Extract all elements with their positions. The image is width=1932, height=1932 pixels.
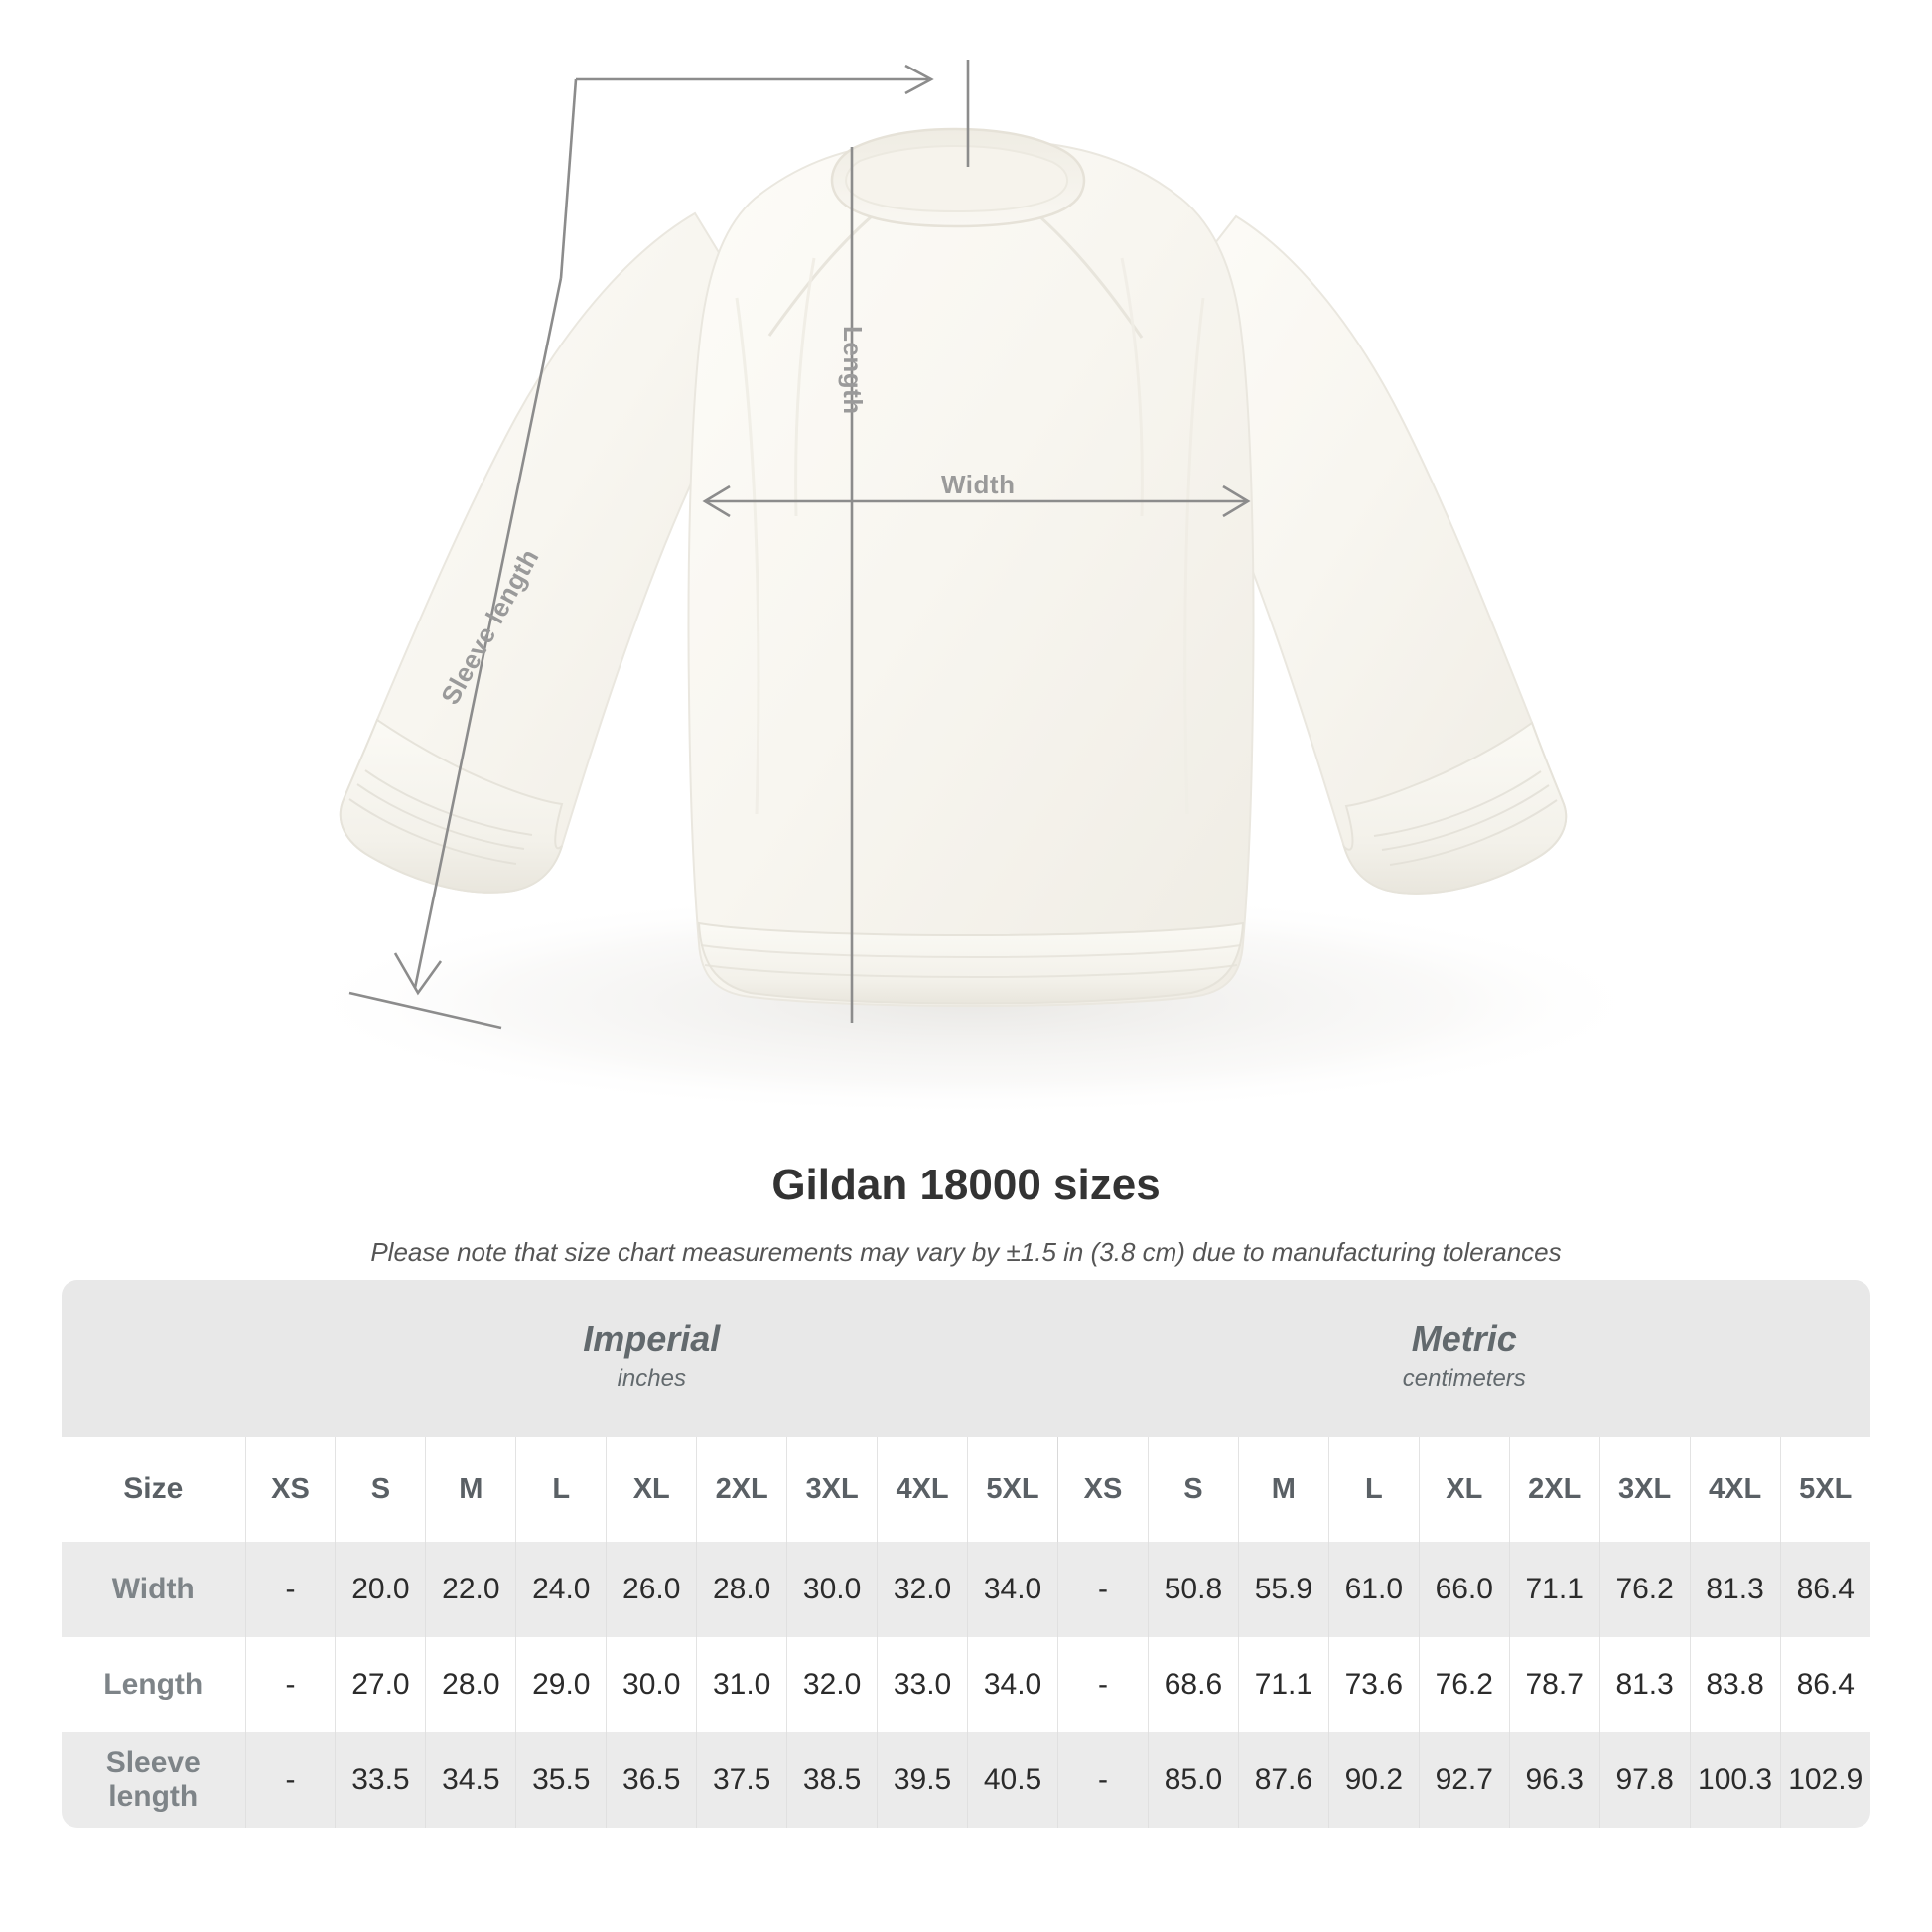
measurement-cell: 39.5 <box>877 1732 968 1828</box>
measurement-cell: 76.2 <box>1418 1637 1510 1732</box>
size-header-cell: 2XL <box>1508 1437 1600 1542</box>
measurement-cell: 40.5 <box>966 1732 1058 1828</box>
unit-group-subtitle: inches <box>617 1364 686 1392</box>
title-block: Gildan 18000 sizes Please note that size… <box>0 1132 1932 1268</box>
measurement-cell: 35.5 <box>515 1732 607 1828</box>
size-column-header: Size <box>62 1437 245 1542</box>
measurement-cell: 87.6 <box>1237 1732 1329 1828</box>
size-header-cell: XS <box>244 1437 336 1542</box>
measurement-cell: - <box>244 1732 336 1828</box>
measurement-cell: 30.0 <box>786 1542 878 1637</box>
size-header-cell: L <box>515 1437 607 1542</box>
measurement-cell: 55.9 <box>1237 1542 1329 1637</box>
measurement-cell: - <box>244 1542 336 1637</box>
measurement-cell: - <box>1057 1637 1149 1732</box>
measurement-cell: 34.5 <box>425 1732 516 1828</box>
measurement-cell: 83.8 <box>1689 1637 1781 1732</box>
size-header-cell: 3XL <box>1598 1437 1691 1542</box>
size-header-cell: XL <box>606 1437 697 1542</box>
unit-banner-row: Imperial inches Metric centimeters <box>62 1280 1870 1437</box>
unit-group-name: Imperial <box>583 1318 721 1360</box>
size-header-cell: M <box>425 1437 516 1542</box>
size-header-cell: L <box>1327 1437 1420 1542</box>
measurement-cell: 20.0 <box>335 1542 426 1637</box>
unit-banner-spacer <box>62 1280 245 1437</box>
row-label: Sleeve length <box>62 1732 245 1828</box>
size-header-cell: XS <box>1057 1437 1149 1542</box>
measurement-cell: 97.8 <box>1598 1732 1691 1828</box>
measurement-cell: 61.0 <box>1327 1542 1420 1637</box>
size-header-row: Size XS S M L XL 2XL 3XL 4XL 5XL XS S M L XL 2XL 3XL 4XL 5… <box>62 1437 1870 1542</box>
measurement-cell: 92.7 <box>1418 1732 1510 1828</box>
size-header-cell: 4XL <box>1689 1437 1781 1542</box>
garment-photo-area: Width Length Sleeve length <box>288 60 1658 1117</box>
measurement-cell: 30.0 <box>606 1637 697 1732</box>
measurement-cell: 36.5 <box>606 1732 697 1828</box>
measurement-cell: 34.0 <box>966 1637 1058 1732</box>
measurement-cell: - <box>1057 1732 1149 1828</box>
measurement-cell: 68.6 <box>1147 1637 1239 1732</box>
table-row: Length -27.0 28.0 29.0 30.0 31.0 32.0 33.0 34.0-… <box>62 1637 1870 1732</box>
measurement-cell: 33.5 <box>335 1732 426 1828</box>
measurement-cell: 76.2 <box>1598 1542 1691 1637</box>
unit-group-metric: Metric centimeters <box>1057 1280 1870 1437</box>
size-chart-table: Imperial inches Metric centimeters Size XS S M L… <box>62 1280 1870 1828</box>
length-annotation-label: Length <box>838 326 868 415</box>
measurement-cell: 24.0 <box>515 1542 607 1637</box>
tolerance-note: Please note that size chart measurements… <box>370 1237 1562 1268</box>
measurement-cell: 96.3 <box>1508 1732 1600 1828</box>
table-row: Sleeve length -33.5 34.5 35.5 36.5 37.5 38.5 39… <box>62 1732 1870 1828</box>
measurement-cell: 27.0 <box>335 1637 426 1732</box>
measurement-cell: 22.0 <box>425 1542 516 1637</box>
size-header-cell: 4XL <box>877 1437 968 1542</box>
measurement-cell: 71.1 <box>1508 1542 1600 1637</box>
measurement-cell: 38.5 <box>786 1732 878 1828</box>
size-header-cell: 5XL <box>966 1437 1058 1542</box>
measurement-cell: 90.2 <box>1327 1732 1420 1828</box>
unit-group-subtitle: centimeters <box>1402 1364 1526 1392</box>
measurement-cell: 78.7 <box>1508 1637 1600 1732</box>
size-header-cell: 5XL <box>1779 1437 1870 1542</box>
measurement-cell: 26.0 <box>606 1542 697 1637</box>
size-header-cell: S <box>1147 1437 1239 1542</box>
measurement-cell: 86.4 <box>1779 1542 1870 1637</box>
measurement-cell: 73.6 <box>1327 1637 1420 1732</box>
measurement-cell: 81.3 <box>1689 1542 1781 1637</box>
size-header-cell: M <box>1237 1437 1329 1542</box>
measurement-cell: 29.0 <box>515 1637 607 1732</box>
page-title: Gildan 18000 sizes <box>771 1161 1161 1209</box>
measurement-cell: 50.8 <box>1147 1542 1239 1637</box>
unit-group-name: Metric <box>1411 1318 1517 1360</box>
measurement-cell: 31.0 <box>696 1637 787 1732</box>
measurement-cell: - <box>244 1637 336 1732</box>
measurement-cell: - <box>1057 1542 1149 1637</box>
width-annotation-label: Width <box>941 470 1016 499</box>
size-header-cell: 2XL <box>696 1437 787 1542</box>
row-label: Length <box>62 1637 245 1732</box>
measurement-cell: 28.0 <box>425 1637 516 1732</box>
unit-group-imperial: Imperial inches <box>245 1280 1058 1437</box>
measurement-cell: 71.1 <box>1237 1637 1329 1732</box>
table-row: Width -20.0 22.0 24.0 26.0 28.0 30.0 32.0 34.0-5… <box>62 1542 1870 1637</box>
measurement-cell: 100.3 <box>1689 1732 1781 1828</box>
sweatshirt-illustration <box>288 127 1658 1117</box>
measurement-cell: 81.3 <box>1598 1637 1691 1732</box>
measurement-cell: 66.0 <box>1418 1542 1510 1637</box>
measurement-cell: 32.0 <box>786 1637 878 1732</box>
measurement-cell: 102.9 <box>1779 1732 1870 1828</box>
size-header-cell: 3XL <box>786 1437 878 1542</box>
measurement-cell: 34.0 <box>966 1542 1058 1637</box>
size-header-cell: XL <box>1418 1437 1510 1542</box>
measurement-cell: 28.0 <box>696 1542 787 1637</box>
measurement-cell: 37.5 <box>696 1732 787 1828</box>
measurement-cell: 86.4 <box>1779 1637 1870 1732</box>
measurement-cell: 32.0 <box>877 1542 968 1637</box>
measurement-cell: 33.0 <box>877 1637 968 1732</box>
row-label: Width <box>62 1542 245 1637</box>
size-header-cell: S <box>335 1437 426 1542</box>
size-chart-table-wrapper: Imperial inches Metric centimeters Size XS S M L… <box>62 1280 1870 1828</box>
measurement-cell: 85.0 <box>1147 1732 1239 1828</box>
